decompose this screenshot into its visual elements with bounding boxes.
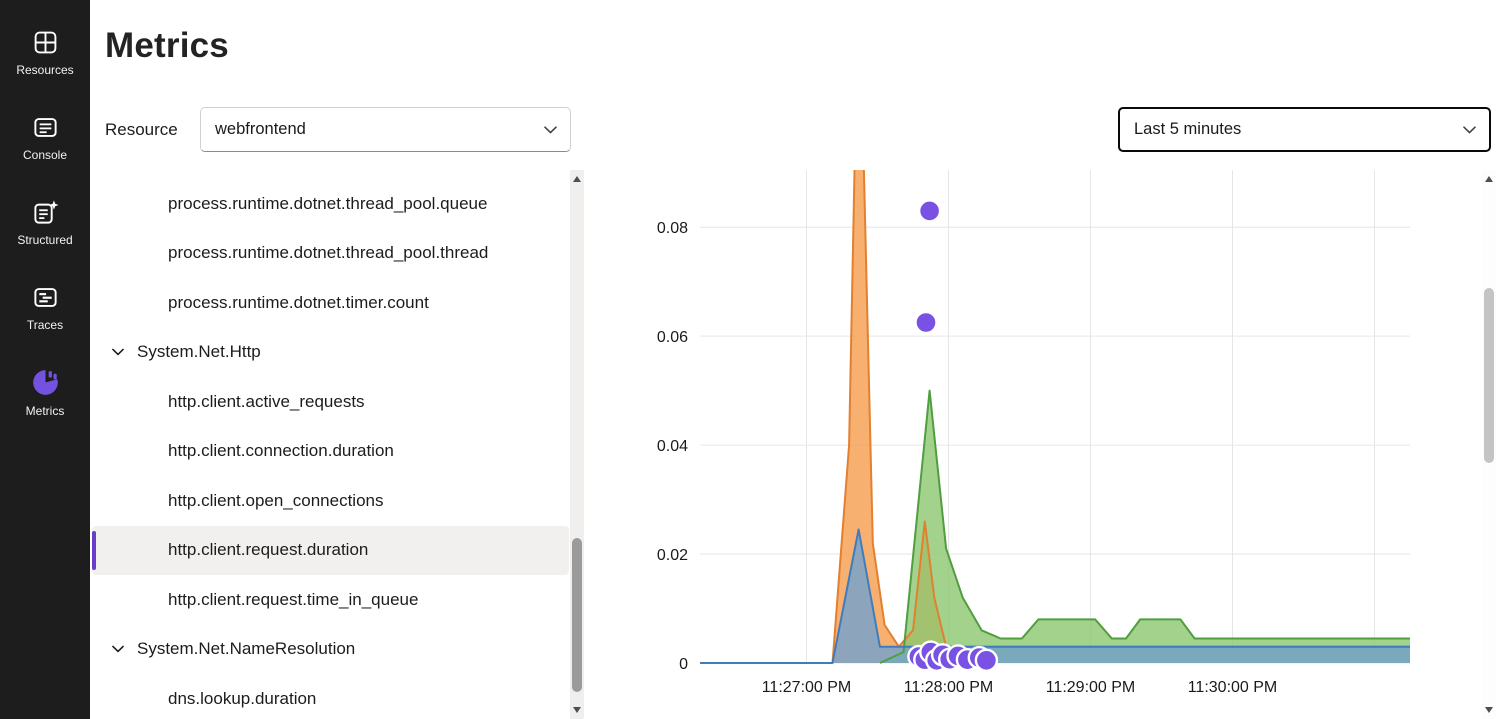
series-blue-area	[700, 529, 1410, 663]
x-axis-tick-label: 11:30:00 PM	[1188, 679, 1278, 696]
scatter-dot[interactable]	[917, 199, 942, 223]
metric-label: dns.lookup.duration	[168, 688, 317, 708]
metrics-chart-panel[interactable]: 11:27:00 PM 11:28:00 PM 11:29:00 PM 11:30:0…	[600, 170, 1482, 719]
scroll-down-icon[interactable]	[573, 707, 581, 713]
metric-item[interactable]: http.client.open_connections	[92, 476, 569, 526]
sidebar-item-metrics[interactable]: Metrics	[0, 350, 90, 435]
chevron-down-icon	[112, 645, 124, 653]
y-axis-tick-label: 0	[679, 656, 688, 673]
y-axis-tick-label: 0.08	[657, 220, 688, 237]
metric-label: process.runtime.dotnet.timer.count	[168, 292, 429, 312]
metric-list-scrollbar[interactable]	[570, 170, 584, 719]
metric-item[interactable]: process.runtime.dotnet.thread_pool.queue	[92, 179, 569, 229]
resource-label: Resource	[105, 120, 178, 139]
time-range-select[interactable]: Last 5 minutes	[1118, 107, 1491, 152]
metric-item-selected[interactable]: http.client.request.duration	[92, 525, 569, 575]
metric-label: process.runtime.dotnet.thread_pool.threa…	[168, 243, 489, 263]
resource-select[interactable]: webfrontend	[200, 107, 571, 152]
sidebar-item-resources[interactable]: Resources	[0, 10, 90, 95]
sidebar-item-console[interactable]: Console	[0, 95, 90, 180]
chevron-down-icon	[112, 348, 124, 356]
series-green-line	[879, 389, 1410, 664]
x-axis-tick-label: 11:29:00 PM	[1046, 679, 1136, 696]
sidebar-item-structured[interactable]: Structured	[0, 180, 90, 265]
sidebar-item-label: Resources	[16, 62, 74, 77]
sidebar-item-label: Structured	[17, 232, 73, 247]
y-axis-tick-label: 0.02	[657, 547, 688, 564]
scrollbar-thumb[interactable]	[1484, 288, 1494, 463]
metric-group[interactable]: System.Net.Http	[92, 328, 569, 378]
sidebar-item-label: Console	[22, 147, 68, 162]
metrics-chart-icon	[31, 368, 60, 397]
metric-label: http.client.open_connections	[168, 490, 384, 510]
series-orange-line	[831, 170, 1410, 664]
structured-logs-icon	[32, 199, 59, 226]
scroll-up-icon[interactable]	[573, 176, 581, 182]
sidebar-nav: Resources Console Structured Traces Metrics	[0, 0, 90, 719]
metric-item[interactable]: http.client.connection.duration	[92, 427, 569, 477]
metric-item[interactable]: process.runtime.dotnet.thread_pool.threa…	[92, 229, 569, 279]
chevron-down-icon	[544, 120, 557, 139]
sidebar-item-label: Metrics	[25, 403, 65, 418]
time-range-value: Last 5 minutes	[1134, 120, 1242, 138]
console-icon	[32, 114, 59, 141]
x-axis-tick-label: 11:28:00 PM	[904, 679, 994, 696]
sidebar-item-label: Traces	[26, 317, 64, 332]
sidebar-item-traces[interactable]: Traces	[0, 265, 90, 350]
chevron-down-icon	[1463, 120, 1476, 139]
metric-label: process.runtime.dotnet.thread_pool.queue	[168, 193, 488, 213]
series-green-area	[879, 390, 1410, 663]
metric-label: http.client.request.duration	[168, 540, 369, 560]
metric-label: System.Net.NameResolution	[137, 639, 356, 659]
metrics-chart[interactable]: 11:27:00 PM 11:28:00 PM 11:29:00 PM 11:30:0…	[600, 170, 1482, 719]
page-title: Metrics	[105, 26, 229, 65]
metric-label: http.client.request.time_in_queue	[168, 589, 419, 609]
traces-icon	[32, 284, 59, 311]
metric-list: process.runtime.dotnet.thread_pool.queue…	[92, 170, 569, 719]
resources-grid-icon	[32, 29, 59, 56]
y-axis-tick-label: 0.06	[657, 329, 688, 346]
metric-item[interactable]: dns.lookup.duration	[92, 674, 569, 719]
metric-item[interactable]: http.client.request.time_in_queue	[92, 575, 569, 625]
main-content: Metrics Resource webfrontend Last 5 minu…	[90, 0, 1496, 719]
x-axis-tick-label: 11:27:00 PM	[762, 679, 852, 696]
scatter-dot[interactable]	[974, 648, 999, 672]
scrollbar-thumb[interactable]	[572, 538, 582, 692]
metric-label: http.client.connection.duration	[168, 441, 394, 461]
metric-item[interactable]: process.runtime.dotnet.timer.count	[92, 278, 569, 328]
scroll-down-icon[interactable]	[1485, 707, 1493, 713]
resource-select-value: webfrontend	[215, 120, 306, 138]
page-scrollbar[interactable]	[1482, 170, 1496, 719]
y-axis-tick-label: 0.04	[657, 438, 688, 455]
scatter-dot[interactable]	[914, 310, 938, 335]
metric-item[interactable]: http.client.active_requests	[92, 377, 569, 427]
metric-label: System.Net.Http	[137, 342, 261, 362]
series-blue-line	[700, 528, 1410, 664]
metric-group[interactable]: System.Net.NameResolution	[92, 625, 569, 675]
scroll-up-icon[interactable]	[1485, 176, 1493, 182]
metric-label: http.client.active_requests	[168, 391, 365, 411]
